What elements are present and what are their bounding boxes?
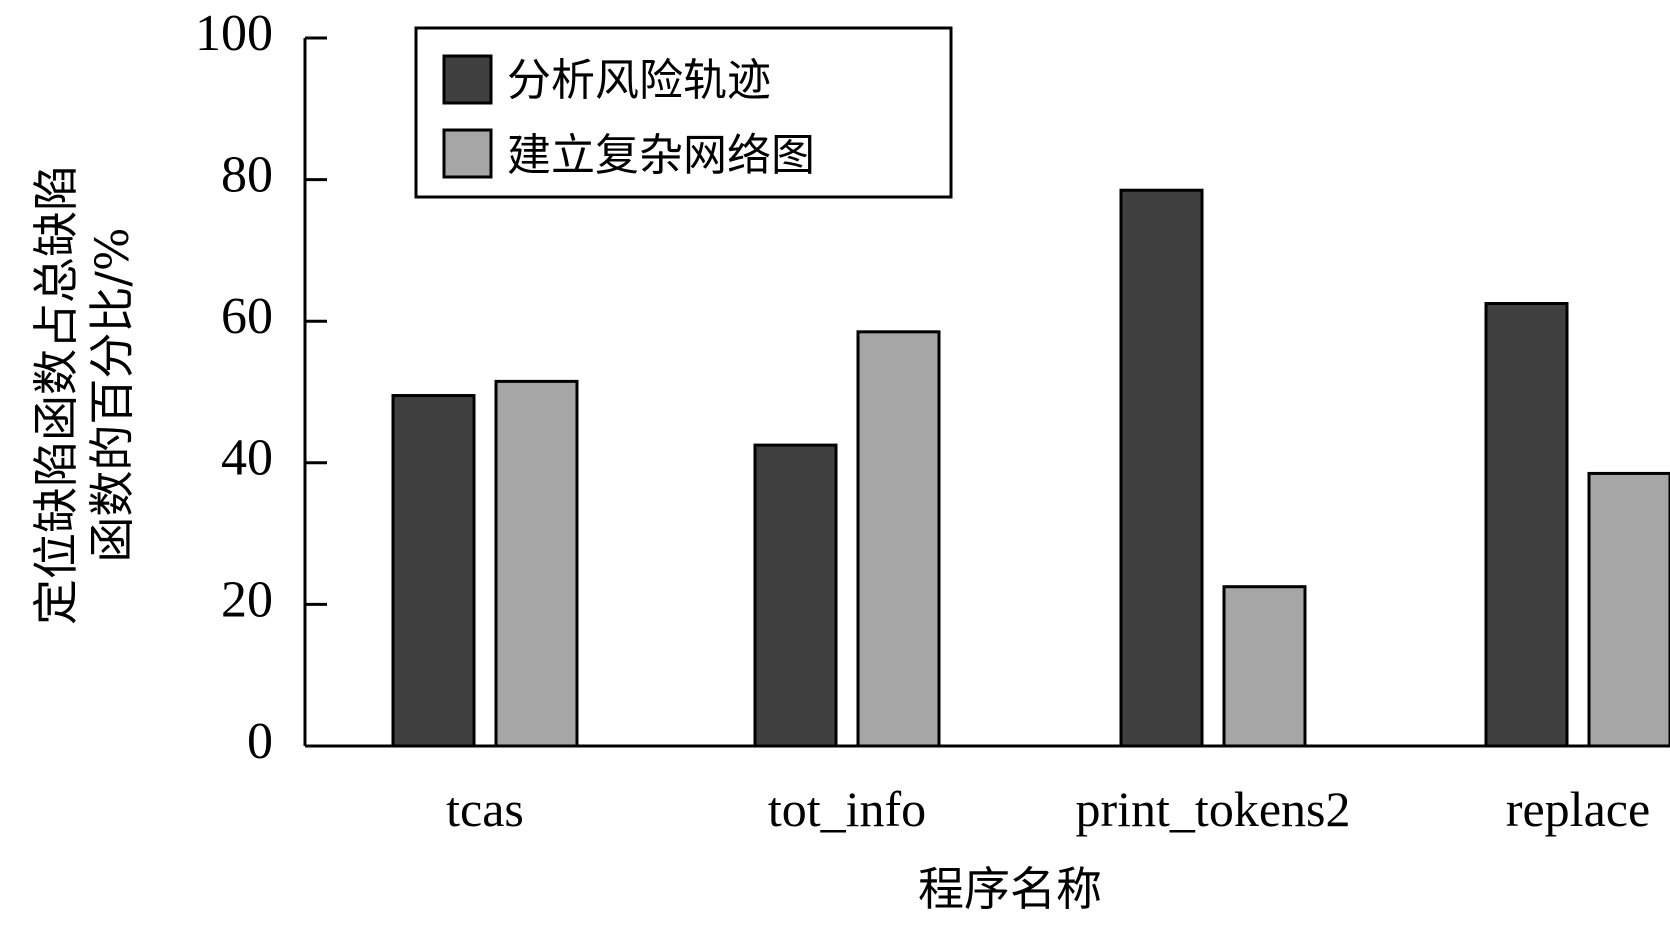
y-tick-label: 20	[221, 571, 273, 628]
bar-series-2-print_tokens2	[1222, 585, 1307, 748]
legend-swatch-series-2	[442, 128, 493, 179]
bars	[391, 188, 1670, 748]
x-tick-label-tot_info: tot_info	[768, 781, 926, 837]
legend-box	[414, 26, 953, 199]
plot-area: 0 20 40 60 80 100 tcas tot_info print_tokens2 re…	[195, 5, 1670, 837]
bar-series-1-tcas	[391, 394, 476, 748]
bar-series-1-print_tokens2	[1119, 188, 1204, 748]
x-tick-label-tcas: tcas	[446, 781, 524, 837]
legend-swatch-series-1	[442, 54, 493, 105]
y-tick-label: 100	[195, 5, 273, 62]
x-tick-label-print_tokens2: print_tokens2	[1076, 781, 1351, 837]
bar-series-1-replace	[1484, 302, 1569, 748]
y-tick-label: 80	[221, 147, 273, 204]
bar-series-2-tot_info	[856, 330, 941, 748]
legend-label-series-1: 分析风险轨迹	[507, 55, 771, 106]
bar-series-2-replace	[1587, 471, 1670, 748]
x-tick-labels: tcas tot_info print_tokens2 replace	[446, 781, 1650, 837]
legend: 分析风险轨迹 建立复杂网络图	[414, 26, 953, 199]
y-axis-title-line-1: 定位缺陷函数占总缺陷	[29, 165, 83, 625]
x-axis-title: 程序名称	[918, 862, 1102, 916]
bar-series-1-tot_info	[753, 443, 838, 748]
y-ticks: 0 20 40 60 80 100	[195, 5, 327, 770]
y-tick-label: 40	[221, 430, 273, 487]
y-axis-title-line-2: 函数的百分比/%	[85, 227, 139, 562]
y-tick-label: 60	[221, 288, 273, 345]
legend-label-series-2: 建立复杂网络图	[507, 130, 815, 181]
y-axis-title: 定位缺陷函数占总缺陷 函数的百分比/%	[29, 165, 139, 625]
bar-series-2-tcas	[494, 379, 579, 748]
y-tick-label: 0	[247, 713, 273, 770]
x-tick-label-replace: replace	[1506, 781, 1650, 837]
